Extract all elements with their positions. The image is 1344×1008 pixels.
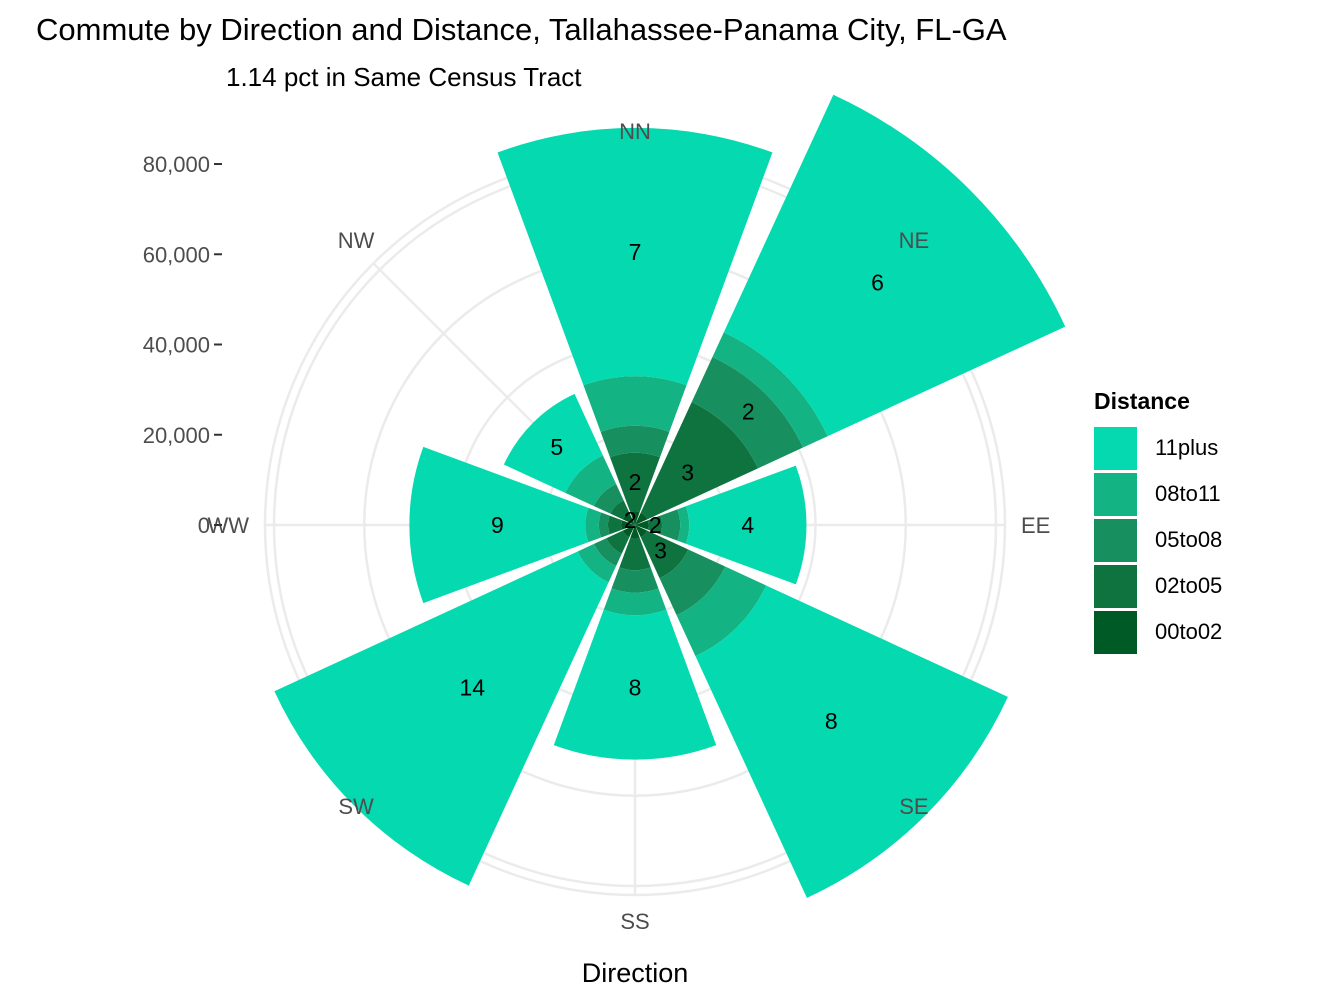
bar-nw-11plus [503,393,603,493]
bar-nn-05to08 [600,425,670,458]
bar-ss-00to02 [630,525,640,539]
legend-swatch [1094,426,1137,470]
y-tick-label: 80,000 [143,152,210,177]
bar-ne-05to08 [691,356,804,469]
direction-label-ne: NE [899,228,930,253]
legend-label: 05to08 [1155,527,1223,552]
bar-sw-02to05 [606,530,630,554]
legend-label: 00to02 [1155,619,1223,644]
bar-label: 4 [741,512,754,538]
bar-ee-00to02 [635,520,649,530]
bar-label: 7 [629,239,642,265]
bar-se-11plus [695,585,1008,898]
chart-subtitle: 1.14 pct in Same Census Tract [226,62,582,92]
bar-ww-05to08 [598,512,610,538]
direction-label-ww: WW [207,513,249,538]
legend-swatch [1094,518,1137,562]
direction-label-nw: NW [338,228,375,253]
bar-se-05to08 [659,549,726,616]
bar-label: 2 [624,507,637,533]
legend-item-08to11: 08to11 [1094,471,1222,517]
legend: Distance 11plus 08to11 05to08 02to05 00to02 [1094,388,1222,655]
y-tick-label: 0 [198,513,210,538]
bar-label: 8 [825,708,838,734]
bar-ww-02to05 [607,515,623,535]
legend-label: 08to11 [1155,481,1221,506]
legend-item-02to05: 02to05 [1094,563,1222,609]
legend-swatch [1094,610,1137,654]
bar-sw-05to08 [594,538,622,566]
bar-se-02to05 [640,530,689,579]
direction-label-se: SE [899,794,928,819]
chart-title: Commute by Direction and Distance, Talla… [36,12,1007,47]
bar-nn-00to02 [630,511,640,525]
bar-ww-11plus [409,446,589,604]
bar-nn-02to05 [610,452,660,513]
bar-sw-00to02 [622,525,635,538]
bar-ee-05to08 [660,509,681,541]
bar-nn-11plus [497,127,773,386]
legend-title: Distance [1094,388,1190,414]
y-axis: 0 20,000 40,000 60,000 80,000 [143,152,222,538]
bar-label: 3 [681,459,694,485]
y-tick-label: 40,000 [143,333,210,358]
legend-items: 11plus 08to11 05to08 02to05 00to02 [1094,425,1222,655]
bar-nw-08to11 [565,455,617,507]
y-tick-label: 60,000 [143,242,210,267]
x-axis-title: Direction [581,958,689,988]
bar-ss-05to08 [611,567,659,593]
bar-sw-08to11 [577,543,617,583]
legend-swatch [1094,564,1137,608]
bar-label: 3 [654,538,667,564]
bar-nw-02to05 [610,500,630,520]
bar-sw-11plus [274,551,609,886]
bar-nw-05to08 [594,484,624,514]
legend-swatch [1094,472,1137,516]
legend-item-05to08: 05to08 [1094,517,1222,563]
bar-ne-08to11 [712,332,828,448]
bar-ss-08to11 [603,588,667,616]
bar-ss-11plus [553,609,717,760]
legend-label: 02to05 [1155,573,1223,598]
direction-label-ee: EE [1021,513,1050,538]
bar-se-08to11 [676,566,767,657]
bar-label: 2 [629,469,642,495]
bar-ee-02to05 [647,515,663,535]
legend-item-11plus: 11plus [1094,425,1222,471]
bar-ss-02to05 [619,537,651,571]
bar-se-00to02 [635,525,648,538]
bar-label: 9 [491,512,504,538]
bar-ww-00to02 [621,520,635,530]
bar-label: 2 [649,512,662,538]
bar-label: 8 [629,674,642,700]
bar-nw-00to02 [622,512,635,525]
legend-item-00to02: 00to02 [1094,609,1222,655]
legend-label: 11plus [1155,435,1219,460]
bar-label: 6 [871,270,884,296]
bar-ne-11plus [723,94,1066,437]
y-tick-label: 20,000 [143,423,210,448]
bar-ee-08to11 [677,506,690,544]
direction-label-sw: SW [338,794,374,819]
bar-label: 2 [742,399,755,425]
direction-label-nn: NN [619,119,651,144]
bar-ww-08to11 [585,507,602,543]
bar-ee-11plus [685,465,807,585]
bar-nn-08to11 [583,376,687,432]
direction-label-ss: SS [620,909,649,934]
direction-labels: NN NE EE SE SS SW WW NW [207,119,1050,934]
bar-label: 14 [459,675,485,701]
bar-ne-00to02 [635,512,648,525]
bars [274,94,1066,898]
bar-label: 5 [550,434,563,460]
bar-ne-02to05 [640,402,758,520]
